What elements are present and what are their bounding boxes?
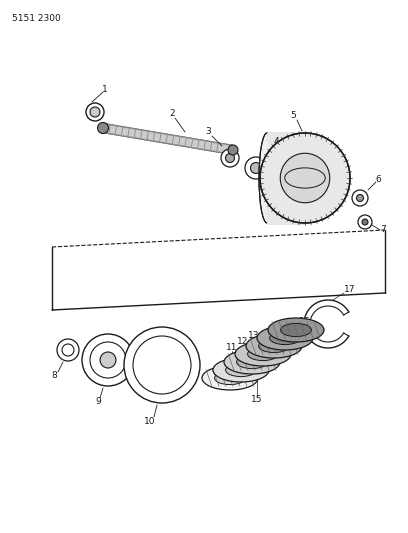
Circle shape (221, 149, 239, 167)
Circle shape (98, 123, 109, 133)
Polygon shape (267, 133, 305, 223)
Ellipse shape (259, 133, 275, 223)
Ellipse shape (235, 342, 291, 366)
Circle shape (251, 163, 262, 174)
Circle shape (352, 190, 368, 206)
Circle shape (245, 157, 267, 179)
Ellipse shape (268, 318, 324, 342)
Ellipse shape (259, 340, 289, 353)
Text: 3: 3 (205, 127, 211, 136)
Circle shape (124, 327, 200, 403)
Ellipse shape (202, 366, 258, 390)
Ellipse shape (226, 364, 256, 377)
Circle shape (90, 342, 126, 378)
Text: 15: 15 (251, 395, 263, 405)
Text: 5: 5 (290, 110, 296, 119)
Text: 12: 12 (237, 337, 249, 346)
Circle shape (90, 107, 100, 117)
Ellipse shape (270, 332, 300, 345)
Circle shape (226, 154, 235, 163)
Circle shape (100, 352, 116, 368)
Circle shape (357, 195, 364, 201)
Text: 4: 4 (273, 136, 279, 146)
Text: 6: 6 (375, 175, 381, 184)
Ellipse shape (248, 348, 278, 361)
Text: 1: 1 (102, 85, 108, 94)
Circle shape (228, 145, 238, 155)
Text: 16: 16 (299, 317, 311, 326)
Circle shape (133, 336, 191, 394)
Text: 9: 9 (95, 398, 101, 407)
Text: 14: 14 (271, 326, 283, 335)
Ellipse shape (215, 372, 245, 385)
Circle shape (362, 219, 368, 225)
Ellipse shape (213, 358, 269, 382)
Circle shape (82, 334, 134, 386)
Text: 8: 8 (51, 372, 57, 381)
Text: 11: 11 (226, 343, 238, 352)
Text: 13: 13 (248, 332, 260, 341)
Circle shape (86, 103, 104, 121)
Text: 10: 10 (144, 416, 156, 425)
Text: 2: 2 (169, 109, 175, 117)
Ellipse shape (246, 334, 302, 358)
Polygon shape (102, 124, 234, 155)
Text: 5151 2300: 5151 2300 (12, 14, 61, 23)
Circle shape (358, 215, 372, 229)
Ellipse shape (237, 356, 267, 369)
Ellipse shape (257, 326, 313, 350)
Text: 17: 17 (344, 286, 356, 295)
Text: 7: 7 (380, 225, 386, 235)
Ellipse shape (224, 350, 280, 374)
Ellipse shape (281, 324, 311, 337)
Circle shape (62, 344, 74, 356)
Circle shape (280, 154, 330, 203)
Circle shape (260, 133, 350, 223)
Circle shape (57, 339, 79, 361)
